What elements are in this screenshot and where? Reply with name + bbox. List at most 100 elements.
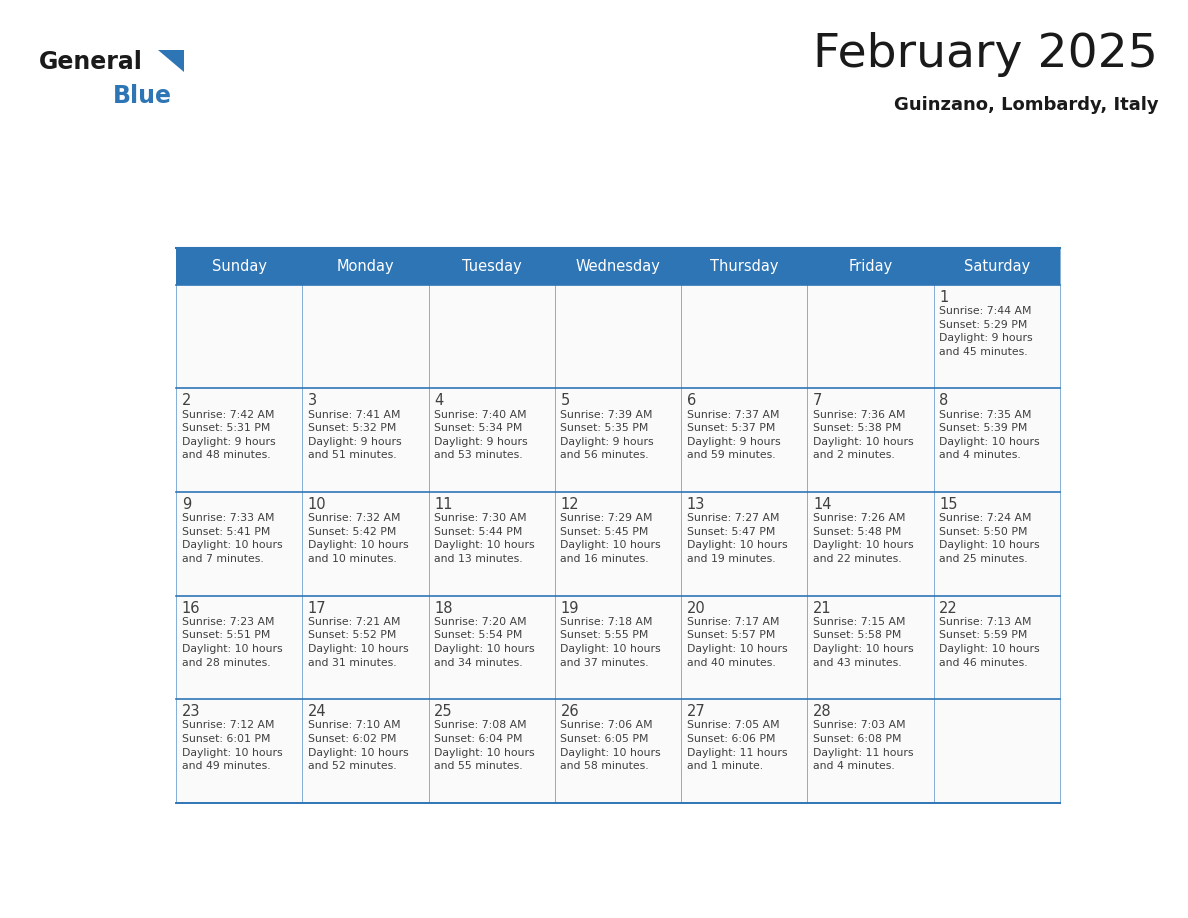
- Text: Friday: Friday: [848, 259, 892, 274]
- Text: 21: 21: [813, 600, 832, 616]
- Text: Sunrise: 7:20 AM
Sunset: 5:54 PM
Daylight: 10 hours
and 34 minutes.: Sunrise: 7:20 AM Sunset: 5:54 PM Dayligh…: [434, 617, 535, 667]
- Text: Sunrise: 7:37 AM
Sunset: 5:37 PM
Daylight: 9 hours
and 59 minutes.: Sunrise: 7:37 AM Sunset: 5:37 PM Dayligh…: [687, 409, 781, 461]
- Bar: [934, 492, 1060, 596]
- Text: 25: 25: [434, 704, 453, 719]
- Text: Sunrise: 7:23 AM
Sunset: 5:51 PM
Daylight: 10 hours
and 28 minutes.: Sunrise: 7:23 AM Sunset: 5:51 PM Dayligh…: [182, 617, 283, 667]
- Bar: [303, 285, 429, 388]
- Text: Sunrise: 7:24 AM
Sunset: 5:50 PM
Daylight: 10 hours
and 25 minutes.: Sunrise: 7:24 AM Sunset: 5:50 PM Dayligh…: [940, 513, 1040, 564]
- Text: General: General: [39, 50, 143, 74]
- Bar: [176, 285, 303, 388]
- Bar: [934, 285, 1060, 388]
- Text: 5: 5: [561, 393, 570, 409]
- Bar: [934, 248, 1060, 285]
- Bar: [429, 492, 555, 596]
- Bar: [808, 388, 934, 492]
- Text: 23: 23: [182, 704, 200, 719]
- Bar: [429, 596, 555, 700]
- Text: 22: 22: [940, 600, 958, 616]
- Text: Sunrise: 7:30 AM
Sunset: 5:44 PM
Daylight: 10 hours
and 13 minutes.: Sunrise: 7:30 AM Sunset: 5:44 PM Dayligh…: [434, 513, 535, 564]
- Text: Sunrise: 7:18 AM
Sunset: 5:55 PM
Daylight: 10 hours
and 37 minutes.: Sunrise: 7:18 AM Sunset: 5:55 PM Dayligh…: [561, 617, 661, 667]
- Text: 11: 11: [434, 497, 453, 512]
- Text: 26: 26: [561, 704, 579, 719]
- Text: Sunrise: 7:05 AM
Sunset: 6:06 PM
Daylight: 11 hours
and 1 minute.: Sunrise: 7:05 AM Sunset: 6:06 PM Dayligh…: [687, 721, 788, 771]
- Text: 2: 2: [182, 393, 191, 409]
- Text: Sunrise: 7:27 AM
Sunset: 5:47 PM
Daylight: 10 hours
and 19 minutes.: Sunrise: 7:27 AM Sunset: 5:47 PM Dayligh…: [687, 513, 788, 564]
- Text: Tuesday: Tuesday: [462, 259, 522, 274]
- Text: Sunrise: 7:40 AM
Sunset: 5:34 PM
Daylight: 9 hours
and 53 minutes.: Sunrise: 7:40 AM Sunset: 5:34 PM Dayligh…: [434, 409, 527, 461]
- Text: 17: 17: [308, 600, 327, 616]
- Bar: [176, 248, 303, 285]
- Bar: [808, 596, 934, 700]
- Text: 13: 13: [687, 497, 706, 512]
- Bar: [303, 388, 429, 492]
- Text: Sunrise: 7:29 AM
Sunset: 5:45 PM
Daylight: 10 hours
and 16 minutes.: Sunrise: 7:29 AM Sunset: 5:45 PM Dayligh…: [561, 513, 661, 564]
- Bar: [429, 248, 555, 285]
- Text: Sunrise: 7:21 AM
Sunset: 5:52 PM
Daylight: 10 hours
and 31 minutes.: Sunrise: 7:21 AM Sunset: 5:52 PM Dayligh…: [308, 617, 409, 667]
- Text: 24: 24: [308, 704, 327, 719]
- Bar: [303, 700, 429, 803]
- Text: 8: 8: [940, 393, 948, 409]
- Text: 28: 28: [813, 704, 832, 719]
- Bar: [555, 596, 681, 700]
- Bar: [808, 248, 934, 285]
- Text: Sunrise: 7:15 AM
Sunset: 5:58 PM
Daylight: 10 hours
and 43 minutes.: Sunrise: 7:15 AM Sunset: 5:58 PM Dayligh…: [813, 617, 914, 667]
- Bar: [303, 596, 429, 700]
- Text: February 2025: February 2025: [814, 32, 1158, 77]
- Text: Monday: Monday: [336, 259, 394, 274]
- Text: Sunrise: 7:13 AM
Sunset: 5:59 PM
Daylight: 10 hours
and 46 minutes.: Sunrise: 7:13 AM Sunset: 5:59 PM Dayligh…: [940, 617, 1040, 667]
- Text: 9: 9: [182, 497, 191, 512]
- Bar: [681, 285, 808, 388]
- Text: 1: 1: [940, 290, 948, 305]
- Bar: [681, 388, 808, 492]
- Text: Sunrise: 7:41 AM
Sunset: 5:32 PM
Daylight: 9 hours
and 51 minutes.: Sunrise: 7:41 AM Sunset: 5:32 PM Dayligh…: [308, 409, 402, 461]
- Text: 10: 10: [308, 497, 327, 512]
- Bar: [555, 285, 681, 388]
- Bar: [808, 492, 934, 596]
- Bar: [681, 492, 808, 596]
- Text: 18: 18: [434, 600, 453, 616]
- Bar: [176, 700, 303, 803]
- Text: Sunrise: 7:08 AM
Sunset: 6:04 PM
Daylight: 10 hours
and 55 minutes.: Sunrise: 7:08 AM Sunset: 6:04 PM Dayligh…: [434, 721, 535, 771]
- Text: 12: 12: [561, 497, 579, 512]
- Text: Guinzano, Lombardy, Italy: Guinzano, Lombardy, Italy: [893, 96, 1158, 115]
- Text: Sunrise: 7:39 AM
Sunset: 5:35 PM
Daylight: 9 hours
and 56 minutes.: Sunrise: 7:39 AM Sunset: 5:35 PM Dayligh…: [561, 409, 655, 461]
- Text: 15: 15: [940, 497, 958, 512]
- Text: 20: 20: [687, 600, 706, 616]
- Text: Sunday: Sunday: [211, 259, 267, 274]
- Text: 27: 27: [687, 704, 706, 719]
- Text: 14: 14: [813, 497, 832, 512]
- Bar: [934, 388, 1060, 492]
- Bar: [303, 248, 429, 285]
- Bar: [808, 700, 934, 803]
- Bar: [429, 388, 555, 492]
- Text: 3: 3: [308, 393, 317, 409]
- Bar: [176, 492, 303, 596]
- Text: 16: 16: [182, 600, 200, 616]
- Text: Wednesday: Wednesday: [576, 259, 661, 274]
- Bar: [934, 700, 1060, 803]
- Bar: [555, 388, 681, 492]
- Text: 4: 4: [434, 393, 443, 409]
- Bar: [176, 388, 303, 492]
- Bar: [934, 596, 1060, 700]
- Bar: [303, 492, 429, 596]
- Text: Sunrise: 7:42 AM
Sunset: 5:31 PM
Daylight: 9 hours
and 48 minutes.: Sunrise: 7:42 AM Sunset: 5:31 PM Dayligh…: [182, 409, 276, 461]
- Bar: [808, 285, 934, 388]
- Bar: [681, 248, 808, 285]
- Bar: [555, 492, 681, 596]
- Bar: [555, 248, 681, 285]
- Text: Sunrise: 7:17 AM
Sunset: 5:57 PM
Daylight: 10 hours
and 40 minutes.: Sunrise: 7:17 AM Sunset: 5:57 PM Dayligh…: [687, 617, 788, 667]
- Text: Sunrise: 7:32 AM
Sunset: 5:42 PM
Daylight: 10 hours
and 10 minutes.: Sunrise: 7:32 AM Sunset: 5:42 PM Dayligh…: [308, 513, 409, 564]
- Bar: [429, 285, 555, 388]
- Text: Sunrise: 7:06 AM
Sunset: 6:05 PM
Daylight: 10 hours
and 58 minutes.: Sunrise: 7:06 AM Sunset: 6:05 PM Dayligh…: [561, 721, 661, 771]
- Text: Saturday: Saturday: [963, 259, 1030, 274]
- Bar: [681, 700, 808, 803]
- Text: Thursday: Thursday: [710, 259, 778, 274]
- Text: Sunrise: 7:12 AM
Sunset: 6:01 PM
Daylight: 10 hours
and 49 minutes.: Sunrise: 7:12 AM Sunset: 6:01 PM Dayligh…: [182, 721, 283, 771]
- Text: Sunrise: 7:44 AM
Sunset: 5:29 PM
Daylight: 9 hours
and 45 minutes.: Sunrise: 7:44 AM Sunset: 5:29 PM Dayligh…: [940, 306, 1032, 357]
- Text: 6: 6: [687, 393, 696, 409]
- Bar: [681, 596, 808, 700]
- Bar: [176, 596, 303, 700]
- Text: Blue: Blue: [113, 84, 172, 108]
- Text: Sunrise: 7:26 AM
Sunset: 5:48 PM
Daylight: 10 hours
and 22 minutes.: Sunrise: 7:26 AM Sunset: 5:48 PM Dayligh…: [813, 513, 914, 564]
